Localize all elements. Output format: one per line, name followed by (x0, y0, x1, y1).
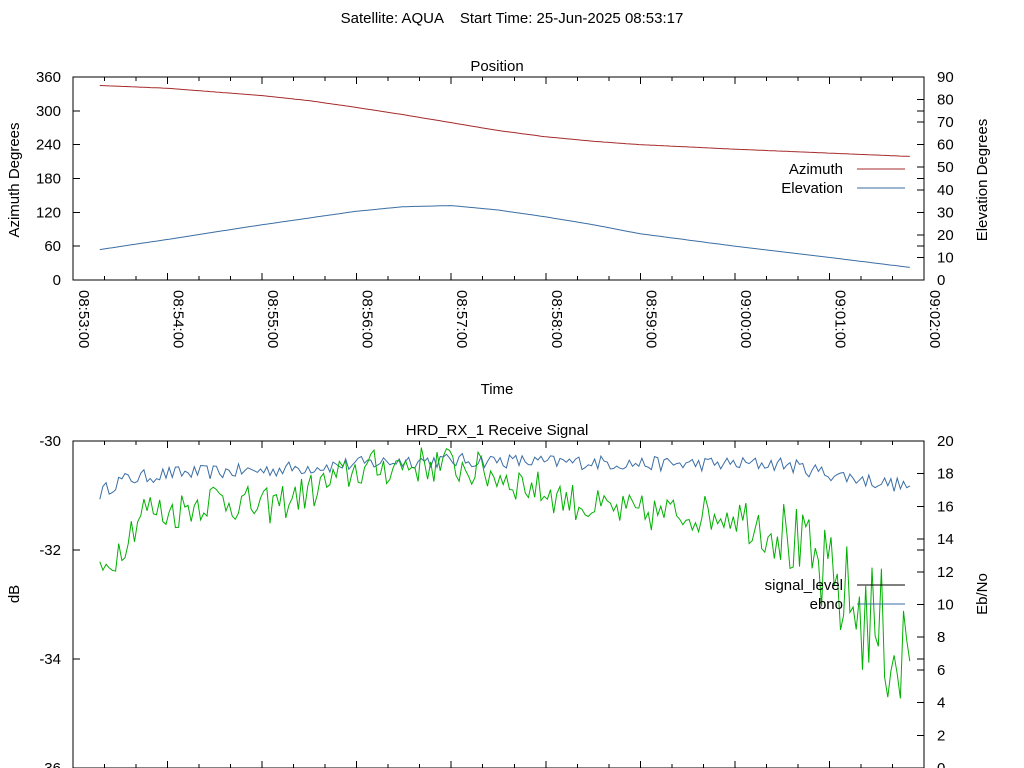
y2-tick-label: 16 (937, 498, 954, 515)
y-tick-label: 120 (36, 204, 61, 221)
elevation-axis-label: Elevation Degrees (974, 119, 991, 242)
y-tick-label: -32 (39, 542, 61, 559)
x-tick-label: 09:01:00 (831, 290, 848, 348)
y-tick-label: 0 (53, 272, 61, 289)
x-tick-label: 08:56:00 (359, 290, 376, 348)
legend-label-signal-level: signal_level (765, 577, 843, 594)
y2-tick-label: 40 (937, 182, 954, 199)
y2-tick-label: 50 (937, 159, 954, 176)
x-tick-label: 08:59:00 (642, 290, 659, 348)
db-axis-label: dB (6, 585, 23, 603)
position-chart-title: Position (470, 58, 523, 75)
y2-tick-label: 90 (937, 69, 954, 86)
x-tick-label: 08:57:00 (453, 290, 470, 348)
azimuth-axis-ticks: 0 60 120 180 240 300 360 (36, 69, 924, 289)
legend-label-azimuth: Azimuth (789, 161, 843, 178)
ebno-axis-label: Eb/No (974, 573, 991, 615)
x-tick-label: 08:55:00 (264, 290, 281, 348)
y2-tick-label: 0 (937, 272, 945, 289)
x-tick-label: 08:54:00 (170, 290, 187, 348)
y2-tick-label: 4 (937, 695, 945, 712)
series-line-elevation (99, 205, 910, 268)
azimuth-axis-label: Azimuth Degrees (6, 122, 23, 237)
y2-tick-label: 12 (937, 564, 954, 581)
y-tick-label: -30 (39, 433, 61, 450)
signal-legend: signal_level ebno (765, 577, 905, 613)
signal-chart: HRD_RX_1 Receive Signal -30 -32 -34 -36 0 2 4… (6, 422, 991, 768)
series-line-azimuth (99, 85, 910, 157)
x-tick-label: 08:58:00 (548, 290, 565, 348)
time-axis-label: Time (481, 381, 514, 398)
y2-tick-label: 70 (937, 114, 954, 131)
series-line-signal-level (99, 447, 911, 699)
db-axis-ticks: -30 -32 -34 -36 (39, 433, 924, 768)
y2-tick-label: 0 (937, 760, 945, 768)
y2-tick-label: 20 (937, 227, 954, 244)
y2-tick-label: 6 (937, 662, 945, 679)
x-tick-label: 08:53:00 (75, 290, 92, 348)
time-axis-ticks: 08:53:00 08:54:00 08:55:00 08:56:00 08:57:00… (72, 77, 943, 348)
y-tick-label: -36 (39, 760, 61, 768)
y-tick-label: 360 (36, 69, 61, 86)
legend-label-ebno: ebno (810, 596, 843, 613)
legend-label-elevation: Elevation (781, 180, 843, 197)
y2-tick-label: 30 (937, 204, 954, 221)
position-legend: Azimuth Elevation (781, 161, 905, 197)
y2-tick-label: 8 (937, 629, 945, 646)
y2-tick-label: 20 (937, 433, 954, 450)
y2-tick-label: 10 (937, 597, 954, 614)
signal-chart-title: HRD_RX_1 Receive Signal (406, 422, 589, 439)
y-tick-label: 60 (44, 238, 61, 255)
position-series (99, 85, 910, 268)
signal-plot-frame (72, 440, 925, 768)
y2-tick-label: 80 (937, 92, 954, 109)
figure-title: Satellite: AQUA Start Time: 25-Jun-2025 … (341, 10, 684, 27)
y2-tick-label: 14 (937, 531, 954, 548)
position-chart: Position 0 60 120 180 240 300 360 0 10 20 30 40 50 6… (6, 58, 991, 398)
series-line-ebno (99, 452, 911, 500)
ebno-axis-ticks: 0 2 4 6 8 10 12 14 16 18 20 (917, 433, 954, 768)
x-tick-label: 09:00:00 (737, 290, 754, 348)
y-tick-label: 180 (36, 171, 61, 188)
y-tick-label: 300 (36, 103, 61, 120)
y2-tick-label: 10 (937, 249, 954, 266)
y2-tick-label: 2 (937, 727, 945, 744)
signal-series (99, 447, 911, 699)
y-tick-label: 240 (36, 137, 61, 154)
y-tick-label: -34 (39, 651, 61, 668)
position-plot-frame (72, 76, 925, 281)
y2-tick-label: 18 (937, 466, 954, 483)
elevation-axis-ticks: 0 10 20 30 40 50 60 70 80 90 (917, 69, 954, 289)
x-tick-label: 09:02:00 (926, 290, 943, 348)
y2-tick-label: 60 (937, 137, 954, 154)
signal-time-ticks (72, 441, 925, 768)
